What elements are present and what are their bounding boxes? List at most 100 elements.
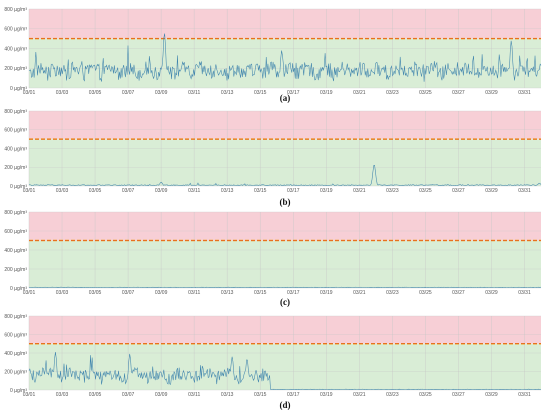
x-tick-label: 03/11 bbox=[188, 90, 200, 96]
x-tick-label: 03/17 bbox=[287, 188, 300, 194]
y-tick-label: 600 µg/m³ bbox=[4, 27, 27, 33]
x-tick-label: 03/19 bbox=[320, 90, 333, 96]
danger-zone bbox=[29, 212, 541, 241]
x-tick-label: 03/31 bbox=[518, 90, 531, 96]
x-tick-label: 03/21 bbox=[353, 188, 366, 194]
x-tick-label: 03/27 bbox=[452, 392, 465, 398]
y-tick-label: 200 µg/m³ bbox=[4, 66, 27, 72]
x-tick-label: 03/27 bbox=[452, 188, 465, 194]
panel-label: (a) bbox=[280, 93, 291, 103]
x-tick-label: 03/13 bbox=[221, 290, 234, 296]
y-tick-label: 800 µg/m³ bbox=[4, 109, 27, 115]
y-tick-label: 800 µg/m³ bbox=[4, 210, 27, 216]
concentration-series-line bbox=[29, 286, 542, 289]
x-tick-label: 03/27 bbox=[452, 90, 465, 96]
panel-label: (b) bbox=[280, 197, 291, 207]
y-tick-label: 800 µg/m³ bbox=[4, 7, 27, 13]
safe-zone bbox=[29, 240, 541, 288]
y-tick-label: 0 µg/m³ bbox=[10, 86, 27, 92]
x-tick-label: 03/19 bbox=[320, 290, 333, 296]
x-tick-label: 03/03 bbox=[56, 188, 69, 194]
x-tick-label: 03/01 bbox=[23, 188, 36, 194]
chart-panel-1: 03/01 03/03 03/05 03/07 03/09 03/11 03/13 03/15… bbox=[4, 7, 542, 103]
x-tick-label: 03/01 bbox=[23, 290, 36, 296]
x-tick-label: 03/11 bbox=[188, 392, 200, 398]
x-tick-label: 03/03 bbox=[56, 90, 69, 96]
x-tick-label: 03/25 bbox=[419, 188, 432, 194]
x-tick-label: 03/05 bbox=[89, 392, 102, 398]
safe-zone bbox=[29, 343, 541, 390]
y-tick-label: 200 µg/m³ bbox=[4, 369, 27, 375]
concentration-series-line bbox=[28, 33, 542, 82]
y-tick-label: 200 µg/m³ bbox=[4, 165, 27, 171]
x-tick-label: 03/09 bbox=[155, 392, 168, 398]
concentration-series-line bbox=[28, 165, 542, 187]
x-tick-label: 03/17 bbox=[287, 392, 300, 398]
x-tick-label: 03/23 bbox=[386, 90, 399, 96]
y-tick-label: 0 µg/m³ bbox=[10, 286, 27, 292]
x-tick-label: 03/31 bbox=[518, 188, 531, 194]
x-tick-label: 03/15 bbox=[254, 90, 267, 96]
x-tick-label: 03/13 bbox=[221, 392, 234, 398]
x-tick-label: 03/15 bbox=[254, 392, 267, 398]
danger-zone bbox=[29, 316, 541, 344]
x-tick-label: 03/07 bbox=[122, 290, 135, 296]
x-tick-label: 03/23 bbox=[386, 392, 399, 398]
y-tick-label: 800 µg/m³ bbox=[4, 314, 27, 320]
x-tick-label: 03/29 bbox=[485, 392, 498, 398]
y-tick-label: 600 µg/m³ bbox=[4, 128, 27, 134]
y-tick-label: 400 µg/m³ bbox=[4, 146, 27, 152]
y-tick-label: 200 µg/m³ bbox=[4, 267, 27, 273]
x-tick-label: 03/31 bbox=[518, 290, 531, 296]
x-tick-label: 03/03 bbox=[56, 290, 69, 296]
danger-zone bbox=[29, 111, 541, 140]
x-tick-label: 03/05 bbox=[89, 90, 102, 96]
y-tick-label: 400 µg/m³ bbox=[4, 351, 27, 357]
x-tick-label: 03/21 bbox=[353, 90, 366, 96]
x-tick-label: 03/31 bbox=[518, 392, 531, 398]
chart-panel-2: 03/01 03/03 03/05 03/07 03/09 03/11 03/13 03/15… bbox=[4, 109, 542, 207]
safe-zone bbox=[29, 38, 541, 88]
x-tick-label: 03/19 bbox=[320, 188, 333, 194]
x-tick-label: 03/19 bbox=[320, 392, 333, 398]
x-tick-label: 03/13 bbox=[221, 188, 234, 194]
y-tick-label: 0 µg/m³ bbox=[10, 388, 27, 394]
x-tick-label: 03/05 bbox=[89, 188, 102, 194]
y-tick-label: 400 µg/m³ bbox=[4, 248, 27, 254]
x-tick-label: 03/25 bbox=[419, 90, 432, 96]
x-tick-label: 03/15 bbox=[254, 188, 267, 194]
x-tick-label: 03/09 bbox=[155, 188, 168, 194]
x-tick-label: 03/01 bbox=[23, 90, 36, 96]
safe-zone bbox=[29, 139, 541, 186]
panel-label: (d) bbox=[280, 400, 291, 410]
concentration-series-line bbox=[28, 352, 542, 391]
x-tick-label: 03/21 bbox=[353, 290, 366, 296]
x-tick-label: 03/25 bbox=[419, 392, 432, 398]
x-tick-label: 03/17 bbox=[287, 290, 300, 296]
x-tick-label: 03/15 bbox=[254, 290, 267, 296]
x-tick-label: 03/29 bbox=[485, 90, 498, 96]
danger-zone bbox=[29, 9, 541, 39]
chart-panel-3: 03/01 03/03 03/05 03/07 03/09 03/11 03/13 03/15… bbox=[4, 210, 542, 307]
y-tick-label: 600 µg/m³ bbox=[4, 229, 27, 235]
y-tick-label: 0 µg/m³ bbox=[10, 184, 27, 190]
x-tick-label: 03/27 bbox=[452, 290, 465, 296]
x-tick-label: 03/17 bbox=[287, 90, 300, 96]
x-tick-label: 03/09 bbox=[155, 290, 168, 296]
x-tick-label: 03/13 bbox=[221, 90, 234, 96]
x-tick-label: 03/21 bbox=[353, 392, 366, 398]
x-tick-label: 03/29 bbox=[485, 290, 498, 296]
x-tick-label: 03/11 bbox=[188, 290, 200, 296]
x-tick-label: 03/23 bbox=[386, 188, 399, 194]
x-tick-label: 03/11 bbox=[188, 188, 200, 194]
x-tick-label: 03/03 bbox=[56, 392, 69, 398]
x-tick-label: 03/07 bbox=[122, 188, 135, 194]
x-tick-label: 03/09 bbox=[155, 90, 168, 96]
x-tick-label: 03/29 bbox=[485, 188, 498, 194]
x-tick-label: 03/23 bbox=[386, 290, 399, 296]
x-tick-label: 03/01 bbox=[23, 392, 36, 398]
x-tick-label: 03/05 bbox=[89, 290, 102, 296]
x-tick-label: 03/25 bbox=[419, 290, 432, 296]
